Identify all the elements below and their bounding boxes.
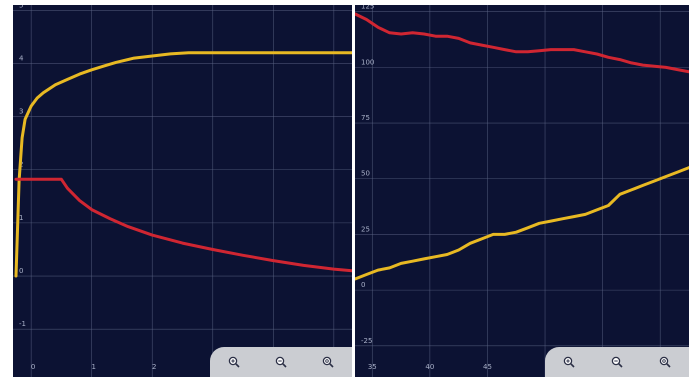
y-tick-label: 50 <box>361 170 370 178</box>
x-tick-label: 45 <box>483 363 492 371</box>
y-tick-label: 1 <box>19 214 23 222</box>
zoom-in-button[interactable] <box>227 355 241 369</box>
zoom-out-button[interactable] <box>274 355 288 369</box>
series-line-2 <box>14 177 352 273</box>
x-tick-label: 0 <box>31 363 35 371</box>
x-tick-label: 35 <box>368 363 377 371</box>
zoom-reset-button[interactable] <box>321 355 335 369</box>
y-tick-label: 0 <box>361 281 365 289</box>
y-tick-label: 100 <box>361 58 374 66</box>
series-line-2 <box>355 166 689 281</box>
zoom-out-button[interactable] <box>610 355 624 369</box>
y-tick-label: 75 <box>361 114 370 122</box>
magnifier-reset-icon <box>323 356 334 368</box>
magnifier-minus-icon <box>611 356 623 368</box>
zoom-in-button[interactable] <box>562 355 576 369</box>
series-line-1 <box>355 12 689 74</box>
x-tick-label: 1 <box>91 363 95 371</box>
y-tick-label: 5 <box>19 5 23 9</box>
zoom-reset-button[interactable] <box>658 355 672 369</box>
magnifier-minus-icon <box>275 356 287 368</box>
y-tick-label: -1 <box>19 320 26 328</box>
chart-right: 125 100 75 50 25 0 -25 35 40 45 <box>355 5 689 377</box>
zoom-toolbar-left <box>210 347 352 377</box>
y-tick-label: 0 <box>19 267 23 275</box>
series-line-1 <box>14 51 352 278</box>
x-tick-label: 40 <box>425 363 434 371</box>
zoom-toolbar-right <box>545 347 689 377</box>
y-tick-label: -25 <box>361 337 372 345</box>
y-tick-label: 4 <box>19 54 24 62</box>
x-tick-label: 2 <box>152 363 156 371</box>
y-tick-label: 25 <box>361 225 370 233</box>
chart-panel-right: 125 100 75 50 25 0 -25 35 40 45 <box>355 5 689 377</box>
y-tick-label: 125 <box>361 5 374 11</box>
magnifier-plus-icon <box>563 356 575 368</box>
magnifier-plus-icon <box>228 356 240 368</box>
chart-panel-left: 5 4 3 2 1 0 -1 0 1 2 <box>13 5 352 377</box>
y-tick-label: 3 <box>19 108 23 116</box>
magnifier-reset-icon <box>659 356 671 368</box>
